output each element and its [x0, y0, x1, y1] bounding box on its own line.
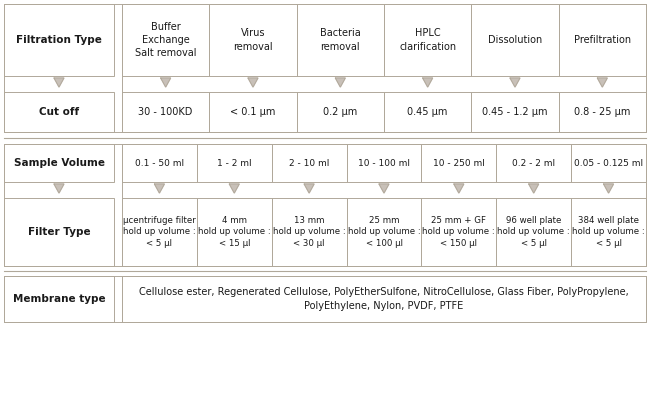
- Text: Cut off: Cut off: [39, 107, 79, 117]
- Polygon shape: [155, 184, 164, 193]
- Text: 384 well plate
hold up volume :
< 5 μl: 384 well plate hold up volume : < 5 μl: [572, 216, 645, 248]
- Text: Cellulose ester, Regenerated Cellulose, PolyEtherSulfone, NitroCellulose, Glass : Cellulose ester, Regenerated Cellulose, …: [139, 288, 629, 310]
- Text: 10 - 100 ml: 10 - 100 ml: [358, 158, 410, 167]
- Bar: [558, 92, 646, 132]
- Bar: [122, 92, 209, 132]
- Bar: [421, 144, 497, 182]
- Bar: [122, 4, 209, 76]
- Text: 10 - 250 ml: 10 - 250 ml: [433, 158, 485, 167]
- Polygon shape: [604, 184, 614, 193]
- Bar: [421, 198, 497, 266]
- Text: Bacteria
removal: Bacteria removal: [320, 28, 361, 52]
- Text: Prefiltration: Prefiltration: [574, 35, 631, 45]
- Text: 25 mm + GF
hold up volume :
< 150 μl: 25 mm + GF hold up volume : < 150 μl: [422, 216, 495, 248]
- Text: 0.05 - 0.125 ml: 0.05 - 0.125 ml: [574, 158, 643, 167]
- Polygon shape: [54, 184, 64, 193]
- Text: μcentrifuge filter
hold up volume :
< 5 μl: μcentrifuge filter hold up volume : < 5 …: [123, 216, 196, 248]
- Bar: [209, 92, 296, 132]
- Polygon shape: [510, 78, 520, 87]
- Bar: [197, 144, 272, 182]
- Text: 1 - 2 ml: 1 - 2 ml: [217, 158, 252, 167]
- Bar: [4, 276, 114, 322]
- Text: Buffer
Exchange
Salt removal: Buffer Exchange Salt removal: [135, 22, 196, 58]
- Text: 0.2 - 2 ml: 0.2 - 2 ml: [512, 158, 555, 167]
- Text: 4 mm
hold up volume :
< 15 μl: 4 mm hold up volume : < 15 μl: [198, 216, 270, 248]
- Bar: [497, 198, 571, 266]
- Bar: [122, 144, 197, 182]
- Bar: [272, 198, 346, 266]
- Polygon shape: [597, 78, 607, 87]
- Text: 0.2 μm: 0.2 μm: [323, 107, 358, 117]
- Bar: [384, 92, 471, 132]
- Polygon shape: [54, 78, 64, 87]
- Bar: [4, 144, 646, 266]
- Bar: [122, 198, 197, 266]
- Text: Filtration Type: Filtration Type: [16, 35, 102, 45]
- Bar: [272, 144, 346, 182]
- Bar: [4, 4, 114, 76]
- Text: 2 - 10 ml: 2 - 10 ml: [289, 158, 330, 167]
- Bar: [296, 4, 384, 76]
- Bar: [4, 4, 646, 132]
- Text: Membrane type: Membrane type: [13, 294, 105, 304]
- Polygon shape: [422, 78, 433, 87]
- Bar: [497, 144, 571, 182]
- Text: Dissolution: Dissolution: [488, 35, 542, 45]
- Polygon shape: [379, 184, 389, 193]
- Bar: [571, 144, 646, 182]
- Text: 30 - 100KD: 30 - 100KD: [138, 107, 193, 117]
- Text: Filter Type: Filter Type: [28, 227, 90, 237]
- Text: 0.45 μm: 0.45 μm: [408, 107, 448, 117]
- Bar: [209, 4, 296, 76]
- Polygon shape: [528, 184, 539, 193]
- Text: HPLC
clarification: HPLC clarification: [399, 28, 456, 52]
- Bar: [4, 276, 646, 322]
- Text: 13 mm
hold up volume :
< 30 μl: 13 mm hold up volume : < 30 μl: [273, 216, 346, 248]
- Bar: [4, 144, 114, 182]
- Text: 0.45 - 1.2 μm: 0.45 - 1.2 μm: [482, 107, 548, 117]
- Polygon shape: [248, 78, 258, 87]
- Polygon shape: [161, 78, 170, 87]
- Text: < 0.1 μm: < 0.1 μm: [230, 107, 276, 117]
- Text: 0.8 - 25 μm: 0.8 - 25 μm: [574, 107, 630, 117]
- Bar: [384, 4, 471, 76]
- Bar: [571, 198, 646, 266]
- Bar: [471, 4, 558, 76]
- Bar: [296, 92, 384, 132]
- Polygon shape: [335, 78, 345, 87]
- Bar: [4, 198, 114, 266]
- Bar: [471, 92, 558, 132]
- Bar: [4, 92, 114, 132]
- Text: 96 well plate
hold up volume :
< 5 μl: 96 well plate hold up volume : < 5 μl: [497, 216, 570, 248]
- Bar: [346, 198, 421, 266]
- Polygon shape: [304, 184, 314, 193]
- Bar: [197, 198, 272, 266]
- Text: 25 mm
hold up volume :
< 100 μl: 25 mm hold up volume : < 100 μl: [348, 216, 421, 248]
- Polygon shape: [454, 184, 464, 193]
- Bar: [346, 144, 421, 182]
- Bar: [122, 276, 646, 322]
- Polygon shape: [229, 184, 239, 193]
- Text: 0.1 - 50 ml: 0.1 - 50 ml: [135, 158, 184, 167]
- Text: Sample Volume: Sample Volume: [14, 158, 105, 168]
- Bar: [558, 4, 646, 76]
- Text: Virus
removal: Virus removal: [233, 28, 273, 52]
